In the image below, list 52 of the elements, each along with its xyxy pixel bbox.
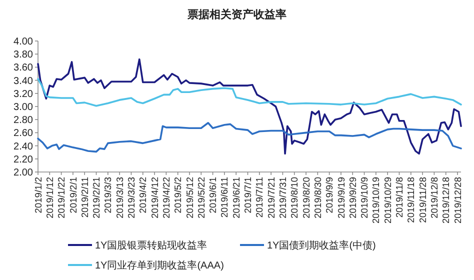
x-tick-label: 2019/9/9 <box>324 177 335 214</box>
x-tick-label: 2019/5/12 <box>184 177 195 218</box>
legend-label: 1Y同业存单到期收益率(AAA) <box>95 260 224 272</box>
x-tick-label: 2019/8/30 <box>312 177 323 218</box>
x-tick-label: 2019/12/8 <box>430 177 440 218</box>
x-tick-label: 2019/7/31 <box>278 177 288 218</box>
x-tick-label: 2019/1/22 <box>56 177 67 218</box>
x-tick-label: 2019/3/13 <box>114 177 125 218</box>
x-tick-label: 2019/8/10 <box>290 177 300 218</box>
x-tick-label: 2019/10/9 <box>360 177 370 218</box>
x-tick-label: 2019/2/21 <box>92 177 102 218</box>
x-tick-label: 2019/3/23 <box>126 177 137 218</box>
x-tick-label: 2019/1/12 <box>44 177 55 218</box>
y-tick-label: 2.60 <box>14 128 34 140</box>
x-tick-label: 2019/1/2 <box>33 177 44 214</box>
y-tick-label: 3.20 <box>14 88 34 100</box>
y-tick-label: 3.80 <box>14 50 34 61</box>
x-tick-label: 2019/4/2 <box>138 177 148 214</box>
x-tick-label: 2019/2/11 <box>80 177 90 218</box>
x-tick-label: 2019/7/11 <box>254 177 265 218</box>
x-tick-label: 2019/3/3 <box>103 177 114 214</box>
x-tick-label: 2019/5/22 <box>196 177 206 218</box>
x-tick-label: 2019/4/12 <box>150 177 160 218</box>
legend-label: 1Y国债到期收益率(中债) <box>267 240 376 252</box>
x-tick-label: 2019/11/28 <box>418 177 428 223</box>
x-tick-label: 2019/6/21 <box>231 177 242 218</box>
y-tick-label: 2.80 <box>14 115 34 126</box>
y-tick-label: 2.40 <box>14 141 34 152</box>
y-tick-label: 2.00 <box>14 168 34 178</box>
y-tick-label: 4.00 <box>14 36 34 48</box>
x-tick-label: 2019/10/19 <box>371 177 382 224</box>
x-tick-label: 2019/12/18 <box>441 177 452 224</box>
x-tick-label: 2019/7/1 <box>243 177 254 214</box>
x-tick-label: 2019/7/21 <box>266 177 276 218</box>
y-tick-label: 2.20 <box>14 154 34 166</box>
x-tick-label: 2019/11/8 <box>394 177 405 218</box>
title: 票据相关资产收益率 <box>188 9 286 21</box>
x-tick-label: 2019/5/2 <box>173 177 184 214</box>
x-tick-label: 2019/10/29 <box>382 177 393 224</box>
legend-label: 1Y国股银票转贴现收益率 <box>95 240 208 252</box>
y-tick-label: 3.60 <box>14 62 34 74</box>
x-tick-label: 2019/9/19 <box>336 177 346 218</box>
x-tick-label: 2019/11/18 <box>406 177 416 223</box>
x-tick-label: 2019/4/22 <box>161 177 172 218</box>
x-tick-label: 2019/9/29 <box>348 177 358 218</box>
y-tick-label: 3.40 <box>14 76 34 87</box>
x-tick-label: 2019/6/1 <box>208 177 218 214</box>
x-tick-label: 2019/6/11 <box>220 177 230 218</box>
x-tick-label: 2019/8/20 <box>301 177 312 218</box>
y-tick-label: 3.00 <box>14 102 34 113</box>
x-tick-label: 2019/2/1 <box>68 177 78 214</box>
x-tick-label: 2019/12/28 <box>452 177 463 224</box>
